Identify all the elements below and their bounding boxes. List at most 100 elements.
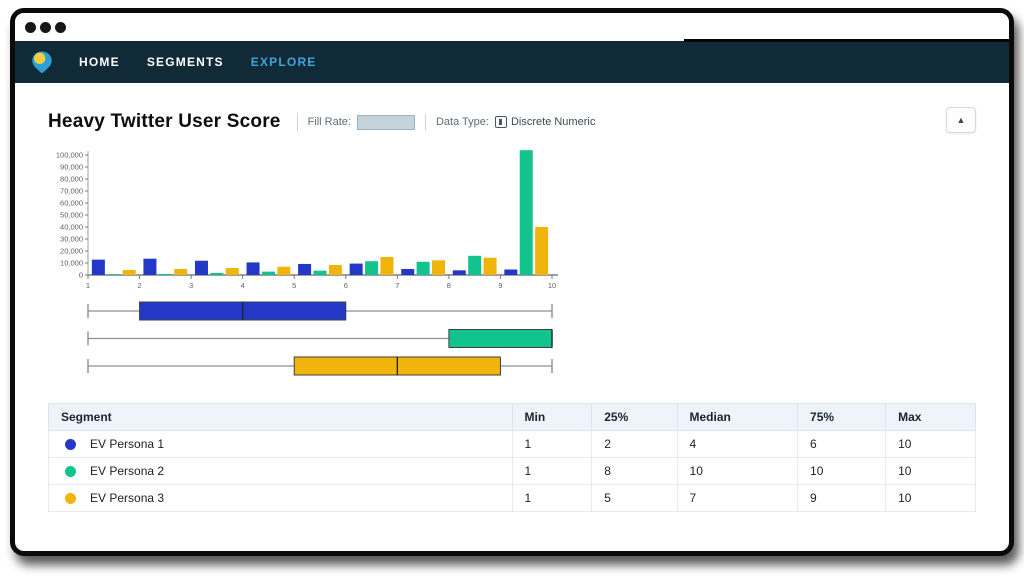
window-control-dot[interactable] bbox=[55, 21, 66, 33]
q3-cell: 9 bbox=[797, 484, 887, 512]
histogram-bar bbox=[91, 259, 105, 275]
segment-name: EV Persona 2 bbox=[90, 464, 165, 478]
max-cell: 10 bbox=[885, 484, 976, 512]
table-row: EV Persona 1 1 2 4 6 10 bbox=[48, 430, 976, 458]
segment-cell: EV Persona 1 bbox=[48, 430, 513, 458]
column-header-segment: Segment bbox=[48, 403, 513, 431]
histogram-bar bbox=[158, 273, 172, 275]
y-tick-label: 60,000 bbox=[60, 199, 83, 208]
fill-rate-swatch bbox=[356, 114, 415, 130]
data-type-group: Data Type: Discrete Numeric bbox=[424, 114, 605, 130]
histogram-bar bbox=[277, 266, 291, 275]
histogram-bar bbox=[519, 150, 533, 275]
y-tick-label: 80,000 bbox=[60, 175, 83, 184]
min-cell: 1 bbox=[511, 457, 593, 485]
histogram-bar bbox=[365, 261, 379, 275]
histogram-bar bbox=[194, 260, 208, 275]
brand-logo-icon[interactable] bbox=[29, 49, 55, 75]
x-tick-label: 3 bbox=[189, 281, 193, 290]
histogram-bar bbox=[174, 269, 188, 275]
y-tick-label: 0 bbox=[79, 271, 83, 280]
y-tick-label: 20,000 bbox=[60, 247, 83, 256]
q1-cell: 5 bbox=[591, 484, 678, 512]
histogram-bar bbox=[313, 270, 327, 275]
fill-rate-label: Fill Rate: bbox=[307, 116, 351, 128]
top-navbar: HOME SEGMENTS EXPLORE bbox=[15, 41, 1009, 83]
histogram-bar bbox=[349, 263, 363, 275]
median-cell: 4 bbox=[676, 430, 799, 458]
x-tick-label: 2 bbox=[137, 281, 141, 290]
histogram-bar bbox=[107, 274, 121, 275]
histogram-bar bbox=[122, 269, 136, 275]
attribute-meta: Fill Rate: Data Type: Discrete Numeric bbox=[296, 112, 606, 132]
table-row: EV Persona 3 1 5 7 9 10 bbox=[48, 484, 976, 512]
x-tick-label: 1 bbox=[86, 281, 90, 290]
nav-item-home[interactable]: HOME bbox=[79, 55, 120, 69]
histogram-bar bbox=[210, 272, 224, 275]
segment-cell: EV Persona 3 bbox=[48, 484, 513, 512]
histogram-bar bbox=[416, 261, 430, 275]
table-header-row: Segment Min 25% Median 75% Max bbox=[48, 403, 976, 431]
median-cell: 7 bbox=[676, 484, 799, 512]
y-tick-label: 70,000 bbox=[60, 187, 83, 196]
q3-cell: 6 bbox=[797, 430, 887, 458]
x-tick-label: 9 bbox=[498, 281, 502, 290]
x-tick-label: 8 bbox=[447, 281, 451, 290]
data-type-label: Data Type: bbox=[435, 116, 489, 128]
segment-name: EV Persona 1 bbox=[90, 437, 165, 451]
min-cell: 1 bbox=[511, 484, 593, 512]
table-body: EV Persona 1 1 2 4 6 10 EV Persona 2 1 8 10 10 10 EV… bbox=[48, 430, 976, 512]
distribution-chart: 0 10,000 20,000 30,000 40,000 50,000 60,000 70,… bbox=[48, 147, 976, 381]
histogram-bar bbox=[225, 268, 239, 275]
histogram-bar bbox=[432, 260, 446, 275]
q1-cell: 8 bbox=[591, 457, 678, 485]
segment-cell: EV Persona 2 bbox=[48, 457, 513, 485]
window-control-dot[interactable] bbox=[25, 21, 36, 33]
y-tick-label: 100,000 bbox=[56, 151, 83, 160]
y-tick-label: 50,000 bbox=[60, 211, 83, 220]
table-row: EV Persona 2 1 8 10 10 10 bbox=[48, 457, 976, 485]
histogram-svg: 0 10,000 20,000 30,000 40,000 50,000 60,000 70,… bbox=[56, 150, 558, 290]
max-cell: 10 bbox=[885, 457, 976, 485]
segment-color-dot-icon bbox=[65, 439, 76, 451]
collapse-panel-button[interactable]: ▲ bbox=[946, 107, 976, 133]
boxplot-svg bbox=[87, 301, 553, 376]
x-tick-label: 4 bbox=[241, 281, 245, 290]
box-iqr bbox=[448, 329, 553, 348]
min-cell: 1 bbox=[511, 430, 593, 458]
data-type-value: Discrete Numeric bbox=[510, 116, 596, 128]
column-header-25: 25% bbox=[591, 403, 678, 431]
browser-window: HOME SEGMENTS EXPLORE Heavy Twitter User… bbox=[10, 8, 1014, 556]
fill-rate-group: Fill Rate: bbox=[296, 112, 425, 132]
histogram-bar bbox=[261, 271, 275, 275]
histogram-bar bbox=[535, 227, 549, 275]
page-title: Heavy Twitter User Score bbox=[48, 111, 281, 132]
histogram-bar bbox=[504, 269, 518, 275]
window-edge-artifact bbox=[684, 39, 1009, 42]
y-tick-label: 90,000 bbox=[60, 163, 83, 172]
discrete-numeric-icon bbox=[494, 116, 507, 128]
x-tick-label: 7 bbox=[395, 281, 399, 290]
histogram-bar bbox=[468, 255, 482, 275]
explore-panel: Heavy Twitter User Score Fill Rate: Data… bbox=[15, 83, 1009, 512]
column-header-max: Max bbox=[885, 403, 976, 431]
histogram-bar bbox=[143, 258, 157, 275]
q3-cell: 10 bbox=[797, 457, 887, 485]
y-tick-label: 40,000 bbox=[60, 223, 83, 232]
median-cell: 10 bbox=[676, 457, 799, 485]
chevron-up-icon: ▲ bbox=[956, 114, 966, 125]
column-header-75: 75% bbox=[797, 403, 887, 431]
nav-item-segments[interactable]: SEGMENTS bbox=[146, 55, 224, 69]
x-tick-label: 10 bbox=[548, 281, 556, 290]
segment-name: EV Persona 3 bbox=[90, 491, 165, 505]
histogram-bar bbox=[452, 270, 466, 275]
histogram-bar bbox=[401, 269, 415, 275]
window-titlebar bbox=[15, 13, 1009, 41]
nav-item-explore[interactable]: EXPLORE bbox=[250, 55, 317, 69]
segment-color-dot-icon bbox=[65, 493, 76, 505]
window-control-dot[interactable] bbox=[40, 21, 51, 33]
column-header-median: Median bbox=[676, 403, 799, 431]
histogram-bar bbox=[328, 265, 342, 275]
x-tick-label: 5 bbox=[292, 281, 296, 290]
